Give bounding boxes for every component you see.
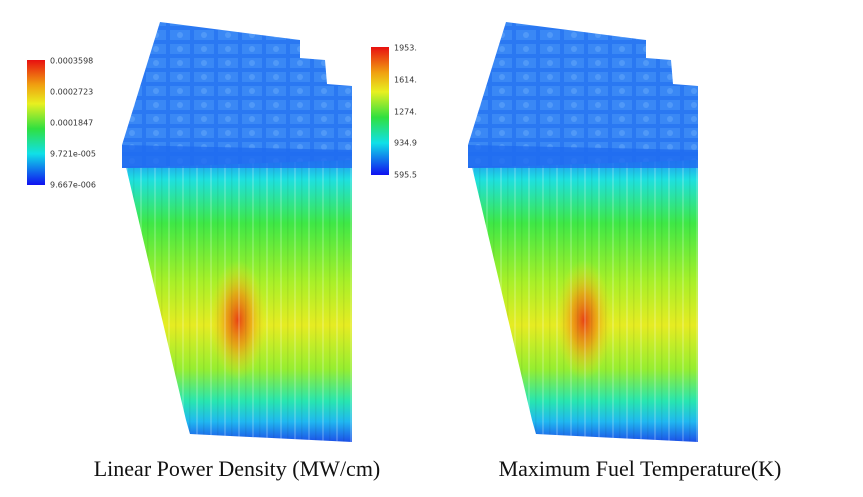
panel: 0.0003598 0.0002723 0.0001847 9.721e-005… <box>27 22 380 481</box>
colorbar-label: 9.667e-006 <box>50 181 96 190</box>
colorbar-label: 1614. <box>394 76 417 85</box>
colorbar-label: 0.0001847 <box>50 119 93 128</box>
panel: 1953. 1614. 1274. 934.9 595.5 Maximum Fu… <box>371 22 781 481</box>
colorbar-label: 595.5 <box>394 171 417 180</box>
colorbar-label: 9.721e-005 <box>50 150 96 159</box>
colorbar-label: 1274. <box>394 108 417 117</box>
colorbar-label: 934.9 <box>394 139 417 148</box>
colorbar-label: 0.0003598 <box>50 57 93 66</box>
caption: Linear Power Density (MW/cm) <box>94 456 381 481</box>
caption: Maximum Fuel Temperature(K) <box>499 456 782 481</box>
core-render <box>122 22 352 442</box>
core-render <box>468 22 698 442</box>
colorbar <box>27 60 45 185</box>
colorbar-label: 0.0002723 <box>50 88 93 97</box>
colorbar <box>371 47 389 175</box>
colorbar-label: 1953. <box>394 44 417 53</box>
